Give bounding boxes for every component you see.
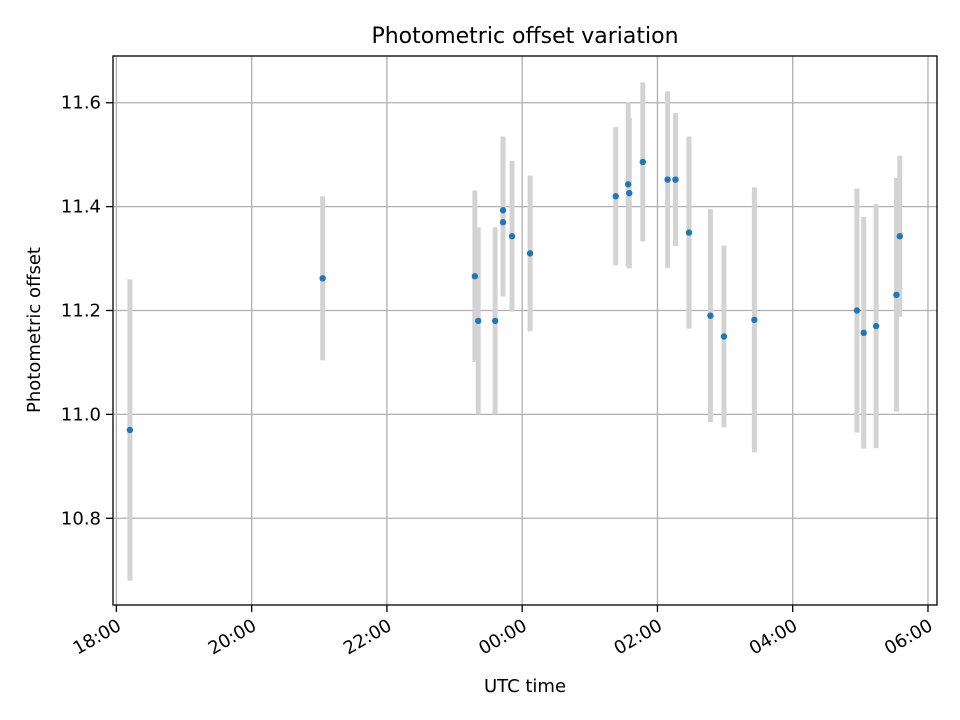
data-point	[751, 316, 758, 324]
x-tick-label: 20:00	[205, 615, 260, 659]
y-tick-label: 11.6	[61, 93, 101, 114]
y-axis-label: Photometric offset	[24, 247, 45, 413]
error-bars	[127, 82, 903, 581]
data-point	[471, 273, 479, 280]
data-point	[475, 317, 482, 325]
data-point	[319, 275, 326, 282]
x-tick-label: 22:00	[340, 615, 395, 659]
data-point	[896, 233, 904, 240]
plot-frame	[112, 55, 938, 606]
y-tick-label: 10.8	[61, 508, 101, 529]
x-tick-label: 02:00	[611, 615, 666, 659]
x-tick-label: 00:00	[475, 615, 530, 659]
y-tick-label: 11.0	[61, 404, 101, 425]
axis-ticks: 18:00 20:00 22:00 00:00 02:00 04:00 06:00 10.8 1…	[61, 93, 937, 660]
data-point	[612, 193, 619, 200]
data-point	[491, 317, 499, 325]
data-point	[672, 176, 679, 183]
data-point	[872, 322, 880, 330]
data-point	[508, 233, 516, 240]
x-tick-label: 06:00	[881, 615, 936, 659]
data-point	[893, 291, 900, 299]
x-axis-label: UTC time	[484, 676, 566, 697]
data-point	[526, 250, 534, 257]
data-point	[499, 219, 507, 226]
data-point	[685, 229, 693, 236]
data-point	[624, 181, 632, 188]
x-tick-label: 04:00	[746, 615, 801, 659]
data-points	[126, 158, 904, 434]
data-point	[639, 158, 646, 166]
data-point	[860, 329, 867, 337]
data-point	[664, 176, 671, 183]
data-point	[720, 333, 728, 340]
x-tick-label: 18:00	[69, 615, 124, 659]
y-tick-label: 11.4	[61, 197, 101, 218]
grid	[113, 56, 937, 605]
y-tick-label: 11.2	[61, 301, 101, 322]
data-point	[499, 207, 507, 214]
data-point	[626, 189, 633, 197]
data-point	[126, 426, 134, 434]
data-point	[707, 312, 714, 319]
data-point	[853, 307, 861, 314]
chart-title: Photometric offset variation	[371, 24, 678, 49]
